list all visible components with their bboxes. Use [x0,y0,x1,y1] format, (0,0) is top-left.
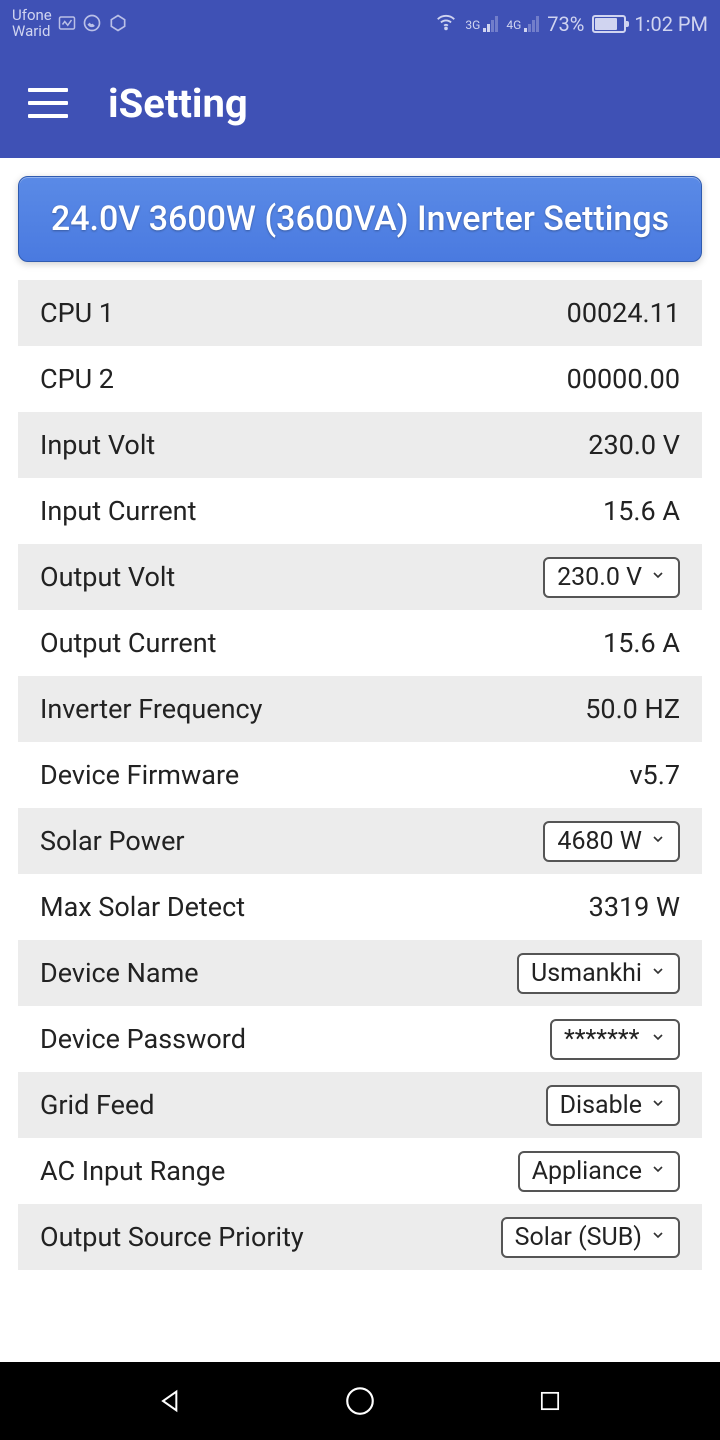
dropdown-value: Solar (SUB) [515,1223,642,1252]
chevron-down-icon [650,1227,666,1248]
app-bar: iSetting [0,48,720,158]
battery-pct: 73% [547,12,584,36]
dropdown-value: Usmankhi [531,959,642,988]
hex-icon [108,13,128,36]
recent-button[interactable] [531,1382,569,1420]
row-dropdown[interactable]: Usmankhi [517,953,680,994]
status-left: Ufone Warid [12,8,128,40]
battery-icon [592,15,626,33]
chevron-down-icon [650,963,666,984]
row-value: 230.0 V [588,429,680,461]
row-value: 15.6 A [603,627,680,659]
settings-row: Device Name Usmankhi [18,940,702,1006]
row-dropdown[interactable]: Appliance [518,1151,680,1192]
row-label: Output Volt [40,561,175,593]
row-label: Device Firmware [40,759,239,791]
row-value: v5.7 [629,759,680,791]
settings-row: AC Input Range Appliance [18,1138,702,1204]
menu-button[interactable] [28,88,68,118]
row-value: 15.6 A [603,495,680,527]
row-label: Grid Feed [40,1089,155,1121]
row-label: Output Source Priority [40,1221,304,1253]
clock: 1:02 PM [634,12,708,36]
content: 24.0V 3600W (3600VA) Inverter Settings C… [0,158,720,1270]
settings-banner[interactable]: 24.0V 3600W (3600VA) Inverter Settings [18,176,702,262]
row-label: Device Password [40,1023,246,1055]
settings-row: CPU 1 00024.11 [18,280,702,346]
settings-list: CPU 1 00024.11 CPU 2 00000.00 Input Volt 230.… [18,280,702,1270]
row-label: Inverter Frequency [40,693,262,725]
row-label: Input Current [40,495,196,527]
settings-row: CPU 2 00000.00 [18,346,702,412]
row-value: 00000.00 [567,363,680,395]
settings-row: Output Volt 230.0 V [18,544,702,610]
row-label: Max Solar Detect [40,891,245,923]
row-dropdown[interactable]: ******* [550,1019,680,1060]
row-label: Device Name [40,957,199,989]
status-bar: Ufone Warid 3G 4G 73% 1:02 PM [0,0,720,48]
dropdown-value: Appliance [532,1157,642,1186]
settings-row: Solar Power 4680 W [18,808,702,874]
row-label: Output Current [40,627,216,659]
settings-row: Device Password ******* [18,1006,702,1072]
row-dropdown[interactable]: 230.0 V [543,557,680,598]
row-label: Solar Power [40,825,185,857]
row-label: CPU 1 [40,297,114,329]
row-dropdown[interactable]: Disable [546,1085,680,1126]
activity-icon [58,14,76,35]
carrier-labels: Ufone Warid [12,8,52,40]
whatsapp-icon [82,13,102,36]
row-dropdown[interactable]: 4680 W [543,821,680,862]
app-title: iSetting [108,80,248,127]
signal-1: 3G [465,16,498,32]
settings-row: Input Volt 230.0 V [18,412,702,478]
chevron-down-icon [650,831,666,852]
wifi-icon [435,11,457,38]
chevron-down-icon [650,1095,666,1116]
settings-row: Output Source Priority Solar (SUB) [18,1204,702,1270]
row-label: Input Volt [40,429,155,461]
dropdown-value: ******* [564,1025,639,1054]
net-label-2: 4G [506,18,521,32]
settings-row: Device Firmware v5.7 [18,742,702,808]
settings-row: Grid Feed Disable [18,1072,702,1138]
dropdown-value: 230.0 V [557,563,642,592]
chevron-down-icon [650,567,666,588]
home-button[interactable] [341,1382,379,1420]
row-dropdown[interactable]: Solar (SUB) [501,1217,680,1258]
settings-row: Output Current 15.6 A [18,610,702,676]
status-right: 3G 4G 73% 1:02 PM [435,11,708,38]
chevron-down-icon [650,1161,666,1182]
row-value: 50.0 HZ [585,693,680,725]
dropdown-value: 4680 W [557,827,642,856]
signal-2: 4G [506,16,539,32]
row-value: 3319 W [589,891,680,923]
back-button[interactable] [152,1382,190,1420]
row-label: CPU 2 [40,363,114,395]
settings-row: Max Solar Detect 3319 W [18,874,702,940]
net-label-1: 3G [465,18,480,32]
chevron-down-icon [650,1029,666,1050]
navigation-bar [0,1362,720,1440]
row-label: AC Input Range [40,1155,225,1187]
carrier-2: Warid [12,24,52,40]
settings-row: Input Current 15.6 A [18,478,702,544]
row-value: 00024.11 [567,297,680,329]
settings-row: Inverter Frequency 50.0 HZ [18,676,702,742]
dropdown-value: Disable [560,1091,642,1120]
